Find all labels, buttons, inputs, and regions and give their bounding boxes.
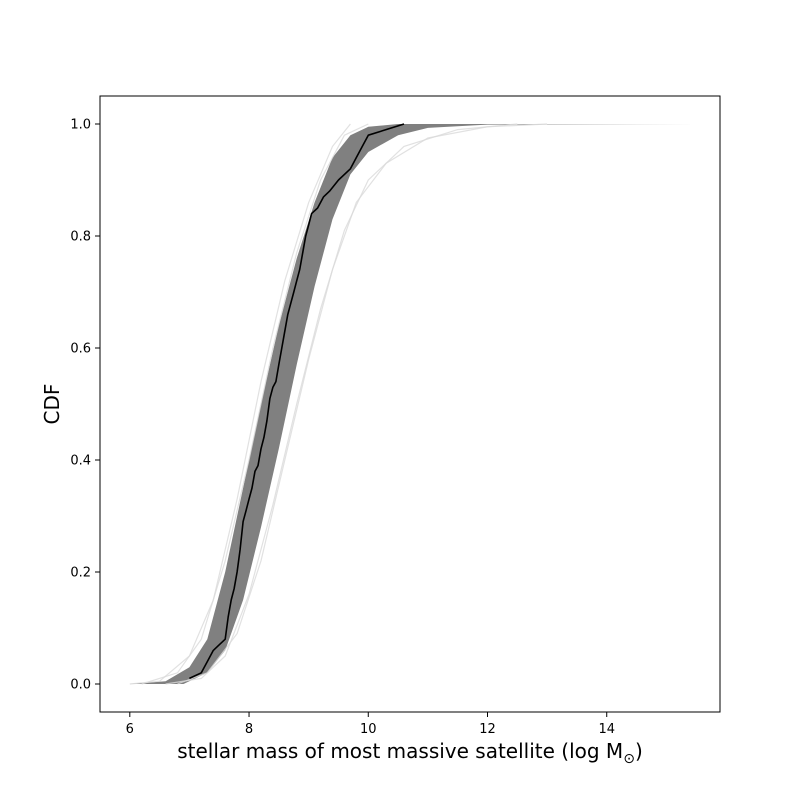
y-axis-ticks: 0.0 0.2 0.4 0.6 0.8 1.0 <box>70 118 100 693</box>
y-tick-label: 0.0 <box>70 678 91 693</box>
x-axis-label: stellar mass of most massive satellite (… <box>177 739 643 767</box>
faint-realizations <box>129 123 548 685</box>
x-tick-label: 12 <box>479 722 496 737</box>
x-tick-label: 14 <box>598 722 615 737</box>
y-tick-label: 0.4 <box>70 454 91 469</box>
x-axis-label-end: ) <box>635 739 643 763</box>
faint-realization-line-2 <box>141 123 369 685</box>
faint-realization-line-3 <box>177 123 548 685</box>
y-tick-label: 1.0 <box>70 118 91 133</box>
x-tick-label: 6 <box>126 722 134 737</box>
plot-clip-group <box>129 123 697 685</box>
y-axis-label: CDF <box>40 384 64 425</box>
plot-frame <box>99 95 721 713</box>
y-tick-label: 0.8 <box>70 230 91 245</box>
x-tick-label: 10 <box>360 722 377 737</box>
x-axis-ticks: 6 8 10 12 14 <box>126 712 615 737</box>
x-axis-label-main: stellar mass of most massive satellite (… <box>177 739 623 763</box>
x-axis-label-subscript: ⊙ <box>623 751 635 767</box>
x-tick-label: 8 <box>245 722 253 737</box>
y-tick-label: 0.2 <box>70 566 91 581</box>
observed-cdf-line <box>189 123 405 680</box>
y-tick-label: 0.6 <box>70 342 91 357</box>
observed-series <box>189 123 405 680</box>
faint-realization-line-0 <box>129 123 351 685</box>
faint-realization-line-1 <box>165 123 518 685</box>
